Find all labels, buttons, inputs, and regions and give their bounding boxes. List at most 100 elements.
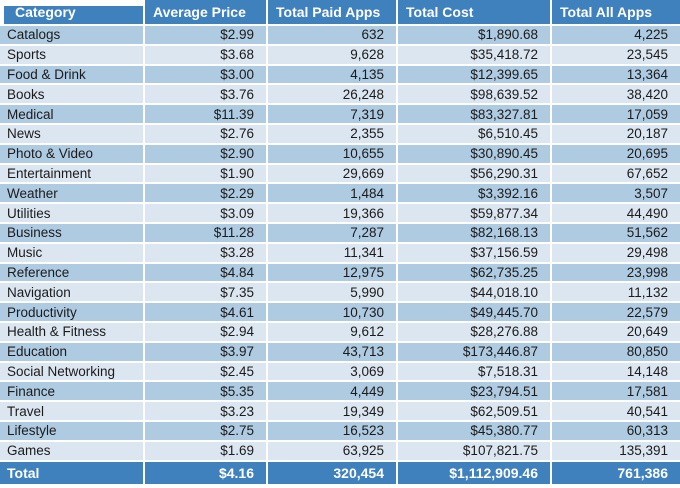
total-all-apps-cell: 14,148: [552, 362, 680, 381]
total-paid-apps-cell: 11,341: [268, 243, 396, 262]
average-price-cell: $7.35: [145, 283, 266, 302]
category-cell: Travel: [0, 402, 143, 420]
total-paid-apps-cell: 9,612: [268, 322, 396, 341]
total-paid-apps-cell: 4,449: [268, 382, 396, 401]
category-cell: Games: [0, 441, 143, 460]
total-cost-cell: $30,890.45: [398, 144, 550, 163]
total-cost-cell: $12,399.65: [398, 65, 550, 84]
average-price-cell: $2.94: [145, 322, 266, 341]
category-cell: Lifestyle: [0, 421, 143, 440]
category-cell: Entertainment: [0, 164, 143, 183]
total-paid-apps-cell: 5,990: [268, 283, 396, 302]
total-cost-cell: $28,276.88: [398, 322, 550, 341]
category-cell: Photo & Video: [0, 144, 143, 163]
average-price-cell: $2.90: [145, 144, 266, 163]
total-paid-apps-cell: 12,975: [268, 263, 396, 282]
column-header-total-cost: Total Cost: [398, 0, 550, 24]
total-paid-apps-cell: 320,454: [268, 461, 396, 484]
average-price-cell: $3.00: [145, 65, 266, 84]
total-all-apps-cell: 29,498: [552, 243, 680, 262]
average-price-cell: $1.69: [145, 441, 266, 460]
total-paid-apps-cell: 19,349: [268, 402, 396, 420]
category-cell: Social Networking: [0, 362, 143, 381]
total-cost-cell: $35,418.72: [398, 45, 550, 64]
category-cell: Music: [0, 243, 143, 262]
total-cost-cell: $1,890.68: [398, 26, 550, 44]
category-cell: Navigation: [0, 283, 143, 302]
total-paid-apps-cell: 10,655: [268, 144, 396, 163]
total-label-cell: Total: [0, 461, 143, 484]
corner-white-artifact-left: [0, 0, 4, 26]
column-header-total-paid-apps: Total Paid Apps: [268, 0, 396, 24]
average-price-cell: $3.76: [145, 85, 266, 104]
total-all-apps-cell: 80,850: [552, 342, 680, 361]
total-paid-apps-cell: 7,287: [268, 223, 396, 242]
total-paid-apps-cell: 1,484: [268, 184, 396, 203]
total-all-apps-cell: 17,059: [552, 105, 680, 123]
total-cost-cell: $49,445.70: [398, 303, 550, 321]
total-all-apps-cell: 761,386: [552, 461, 680, 484]
total-paid-apps-cell: 26,248: [268, 85, 396, 104]
total-all-apps-cell: 60,313: [552, 421, 680, 440]
total-all-apps-cell: 22,579: [552, 303, 680, 321]
total-paid-apps-cell: 63,925: [268, 441, 396, 460]
total-all-apps-cell: 135,391: [552, 441, 680, 460]
total-paid-apps-cell: 632: [268, 26, 396, 44]
category-cell: Education: [0, 342, 143, 361]
average-price-cell: $2.99: [145, 26, 266, 44]
total-cost-cell: $1,112,909.46: [398, 461, 550, 484]
total-cost-cell: $3,392.16: [398, 184, 550, 203]
total-cost-cell: $37,156.59: [398, 243, 550, 262]
total-all-apps-cell: 17,581: [552, 382, 680, 401]
category-cell: Utilities: [0, 204, 143, 222]
total-cost-cell: $83,327.81: [398, 105, 550, 123]
total-all-apps-cell: 3,507: [552, 184, 680, 203]
average-price-cell: $1.90: [145, 164, 266, 183]
average-price-cell: $2.76: [145, 124, 266, 143]
column-header-total-all-apps: Total All Apps: [552, 0, 680, 24]
average-price-cell: $4.84: [145, 263, 266, 282]
total-paid-apps-cell: 7,319: [268, 105, 396, 123]
total-cost-cell: $23,794.51: [398, 382, 550, 401]
total-paid-apps-cell: 19,366: [268, 204, 396, 222]
total-all-apps-cell: 51,562: [552, 223, 680, 242]
total-all-apps-cell: 13,364: [552, 65, 680, 84]
total-paid-apps-cell: 10,730: [268, 303, 396, 321]
category-cell: Books: [0, 85, 143, 104]
total-paid-apps-cell: 2,355: [268, 124, 396, 143]
category-cell: Weather: [0, 184, 143, 203]
average-price-cell: $3.23: [145, 402, 266, 420]
category-cell: Productivity: [0, 303, 143, 321]
total-average-price-cell: $4.16: [145, 461, 266, 484]
average-price-cell: $4.61: [145, 303, 266, 321]
total-all-apps-cell: 20,187: [552, 124, 680, 143]
corner-white-artifact-top: [0, 0, 145, 6]
total-paid-apps-cell: 29,669: [268, 164, 396, 183]
column-header-average-price: Average Price: [145, 0, 266, 24]
total-paid-apps-cell: 9,628: [268, 45, 396, 64]
average-price-cell: $3.68: [145, 45, 266, 64]
average-price-cell: $3.09: [145, 204, 266, 222]
total-all-apps-cell: 20,695: [552, 144, 680, 163]
total-paid-apps-cell: 4,135: [268, 65, 396, 84]
total-all-apps-cell: 4,225: [552, 26, 680, 44]
total-cost-cell: $62,735.25: [398, 263, 550, 282]
category-cell: Catalogs: [0, 26, 143, 44]
total-all-apps-cell: 40,541: [552, 402, 680, 420]
average-price-cell: $3.97: [145, 342, 266, 361]
total-all-apps-cell: 67,652: [552, 164, 680, 183]
category-cell: Finance: [0, 382, 143, 401]
total-cost-cell: $173,446.87: [398, 342, 550, 361]
total-cost-cell: $62,509.51: [398, 402, 550, 420]
total-all-apps-cell: 20,649: [552, 322, 680, 341]
total-paid-apps-cell: 16,523: [268, 421, 396, 440]
total-all-apps-cell: 38,420: [552, 85, 680, 104]
average-price-cell: $5.35: [145, 382, 266, 401]
total-cost-cell: $59,877.34: [398, 204, 550, 222]
total-cost-cell: $82,168.13: [398, 223, 550, 242]
category-cell: Business: [0, 223, 143, 242]
total-cost-cell: $6,510.45: [398, 124, 550, 143]
total-all-apps-cell: 44,490: [552, 204, 680, 222]
